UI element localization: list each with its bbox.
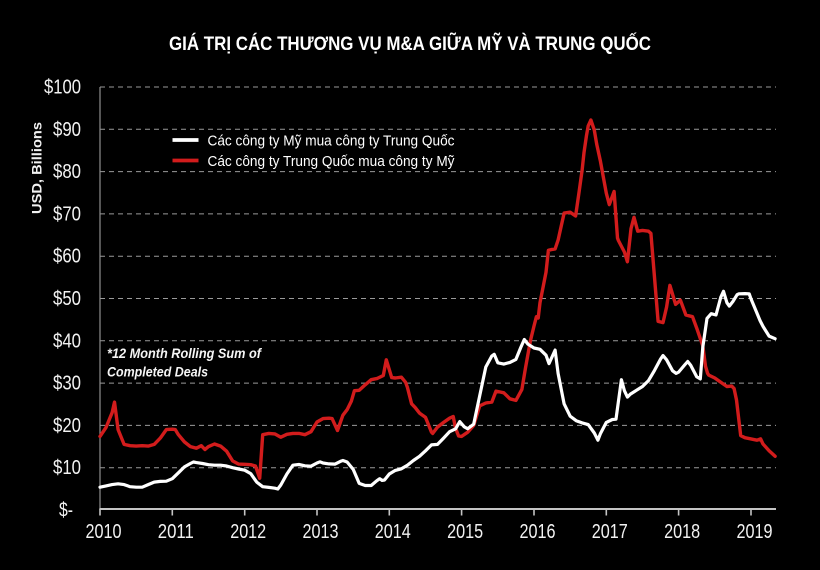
svg-text:2011: 2011 [158, 521, 194, 543]
svg-text:$30: $30 [53, 373, 81, 395]
svg-text:USD, Billions: USD, Billions [29, 122, 45, 214]
svg-text:2014: 2014 [375, 521, 411, 543]
svg-text:2018: 2018 [664, 521, 700, 543]
svg-text:Các công ty Mỹ mua công ty Tru: Các công ty Mỹ mua công ty Trung Quốc [208, 133, 455, 150]
svg-text:2015: 2015 [447, 521, 483, 543]
svg-text:Completed Deals: Completed Deals [107, 364, 208, 380]
svg-text:*12 Month Rolling Sum of: *12 Month Rolling Sum of [107, 345, 262, 361]
svg-text:$80: $80 [53, 161, 81, 183]
svg-text:$-: $- [59, 500, 73, 522]
svg-text:2013: 2013 [303, 521, 339, 543]
svg-text:2016: 2016 [520, 521, 556, 543]
svg-text:$90: $90 [53, 119, 81, 141]
svg-text:GIÁ TRỊ CÁC THƯƠNG VỤ M&A GIỮA: GIÁ TRỊ CÁC THƯƠNG VỤ M&A GIỮA MỸ VÀ TRU… [169, 33, 651, 55]
svg-text:$100: $100 [44, 77, 81, 99]
svg-text:$40: $40 [53, 330, 81, 352]
svg-text:2017: 2017 [592, 521, 628, 543]
svg-text:2012: 2012 [230, 521, 266, 543]
svg-text:$70: $70 [53, 203, 81, 225]
svg-text:Các công ty Trung Quốc mua côn: Các công ty Trung Quốc mua công ty Mỹ [208, 153, 455, 170]
svg-text:2010: 2010 [86, 521, 122, 543]
svg-text:2019: 2019 [737, 521, 773, 543]
svg-text:$20: $20 [53, 415, 81, 437]
svg-text:$50: $50 [53, 288, 81, 310]
svg-text:$10: $10 [53, 457, 81, 479]
svg-text:$60: $60 [53, 246, 81, 268]
